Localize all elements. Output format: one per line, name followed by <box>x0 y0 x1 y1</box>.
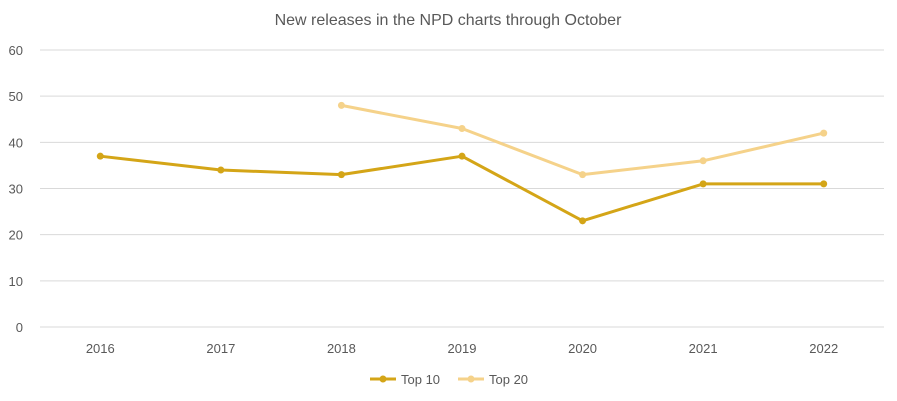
y-tick-label: 60 <box>9 43 23 58</box>
legend-label: Top 10 <box>401 372 440 387</box>
data-point <box>579 171 587 179</box>
series-top-20 <box>337 101 828 179</box>
series-lines <box>96 101 828 225</box>
series-top-10 <box>96 152 828 225</box>
x-tick-label: 2018 <box>327 341 356 356</box>
data-point <box>699 180 707 188</box>
data-point <box>699 157 707 165</box>
chart-title: New releases in the NPD charts through O… <box>275 12 623 29</box>
x-tick-label: 2022 <box>809 341 838 356</box>
x-tick-label: 2021 <box>689 341 718 356</box>
x-tick-label: 2020 <box>568 341 597 356</box>
x-axis-ticks: 2016 2017 2018 2019 2020 2021 2022 <box>86 341 838 356</box>
data-point <box>458 124 466 132</box>
legend-marker <box>379 375 387 383</box>
legend-marker <box>467 375 475 383</box>
legend-item: Top 20 <box>458 372 528 387</box>
data-point <box>337 171 345 179</box>
y-tick-label: 40 <box>9 135 23 150</box>
data-point <box>458 152 466 160</box>
y-tick-label: 20 <box>9 228 23 243</box>
y-tick-label: 30 <box>9 182 23 197</box>
data-point <box>579 217 587 225</box>
legend-label: Top 20 <box>489 372 528 387</box>
gridlines <box>40 49 884 328</box>
legend: Top 10 Top 20 <box>370 372 528 387</box>
y-axis-ticks: 0 10 20 30 40 50 60 <box>9 43 23 335</box>
y-tick-label: 0 <box>16 320 23 335</box>
data-point <box>217 166 225 174</box>
x-tick-label: 2016 <box>86 341 115 356</box>
legend-item: Top 10 <box>370 372 440 387</box>
data-point <box>96 152 104 160</box>
x-tick-label: 2017 <box>206 341 235 356</box>
data-point <box>820 129 828 137</box>
y-tick-label: 50 <box>9 89 23 104</box>
x-tick-label: 2019 <box>448 341 477 356</box>
data-point <box>337 101 345 109</box>
y-tick-label: 10 <box>9 274 23 289</box>
data-point <box>820 180 828 188</box>
